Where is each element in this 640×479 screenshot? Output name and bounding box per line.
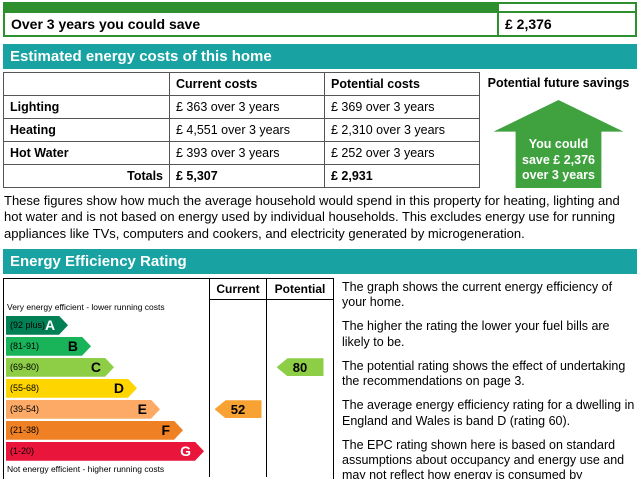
table-row-hot-water: Hot Water £ 393 over 3 years £ 252 over … — [3, 141, 480, 165]
chart-header-row: Current Potential — [4, 278, 333, 300]
clipped-value-cell: £ — [497, 4, 635, 11]
row-label-lighting: Lighting — [3, 95, 170, 119]
band-c: (69-80) C — [6, 358, 114, 377]
rating-note: The graph shows the current energy effic… — [342, 279, 613, 309]
band-e: (39-54) E — [6, 400, 160, 419]
potential-future-savings-column: Potential future savings You could save … — [480, 72, 637, 188]
savings-summary-value: £ 2,376 — [497, 13, 635, 35]
band-letter: B — [67, 338, 78, 355]
heating-potential-cost: £ 2,310 over 3 years — [324, 118, 480, 142]
band-letter: F — [161, 422, 170, 439]
band-b: (81-91) B — [6, 337, 91, 356]
rating-note: The higher the rating the lower your fue… — [342, 319, 610, 349]
totals-potential-cost: £ 2,931 — [324, 164, 480, 188]
col-header-future-savings: Potential future savings — [487, 76, 630, 90]
rating-note: The EPC rating shown here is based on st… — [342, 437, 625, 479]
band-letter: C — [90, 359, 101, 376]
chart-top-note: Very energy efficient - lower running co… — [7, 302, 165, 313]
table-row-lighting: Lighting £ 363 over 3 years £ 369 over 3… — [3, 95, 480, 119]
band-d: (55-68) D — [6, 379, 137, 398]
band-row-g: (1-20) G — [4, 440, 333, 462]
band-range: (21-38) — [10, 425, 40, 436]
band-letter: D — [113, 380, 124, 397]
chart-top-note-row: Very energy efficient - lower running co… — [4, 299, 333, 315]
current-rating-marker: 52 — [214, 400, 262, 419]
band-g: (1-20) G — [6, 442, 204, 461]
potential-rating-marker: 80 — [276, 358, 324, 377]
epc-rating-chart: Current Potential Very energy efficient … — [3, 277, 334, 479]
band-range: (69-80) — [10, 362, 40, 373]
energy-costs-section: Current costs Potential costs Lighting £… — [3, 72, 637, 188]
band-f: (21-38) F — [6, 421, 183, 440]
band-range: (92 plus) — [10, 320, 46, 331]
clipped-green-bar — [5, 4, 497, 11]
heating-current-cost: £ 4,551 over 3 years — [169, 118, 325, 142]
potential-column — [266, 461, 333, 477]
band-row-b: (81-91) B — [4, 335, 333, 357]
efficiency-rating-section: Current Potential Very energy efficient … — [3, 277, 637, 479]
band-a: (92 plus) A — [6, 316, 68, 335]
totals-current-cost: £ 5,307 — [169, 164, 325, 188]
lighting-potential-cost: £ 369 over 3 years — [324, 95, 480, 119]
section-header-efficiency-rating: Energy Efficiency Rating — [3, 248, 637, 274]
band-row-a: (92 plus) A — [4, 314, 333, 336]
band-row-e: (39-54) E 52 — [4, 398, 333, 420]
band-letter: A — [45, 317, 56, 334]
savings-summary-row: Over 3 years you could save £ 2,376 — [3, 11, 637, 37]
table-row-heating: Heating £ 4,551 over 3 years £ 2,310 ove… — [3, 118, 480, 142]
band-range: (1-20) — [10, 446, 35, 457]
current-column — [209, 299, 266, 315]
band-range: (39-54) — [10, 404, 40, 415]
band-letter: G — [180, 443, 191, 460]
chart-col-header-potential: Potential — [266, 278, 333, 300]
band-row-c: (69-80) C 80 — [4, 356, 333, 378]
current-column — [209, 461, 266, 477]
clipped-summary-row: £ — [3, 2, 637, 11]
savings-callout-line: over 3 years — [522, 167, 595, 182]
rating-explanation-notes: The graph shows the current energy effic… — [334, 278, 637, 479]
rating-note: The average energy efficiency rating for… — [342, 398, 635, 428]
table-row-totals: Totals £ 5,307 £ 2,931 — [3, 164, 480, 188]
totals-label: Totals — [3, 164, 170, 188]
clipped-value-fragment: £ — [499, 4, 635, 7]
band-range: (81-91) — [10, 341, 40, 352]
rating-note: The potential rating shows the effect of… — [342, 358, 626, 388]
savings-callout-arrow-icon: You could save £ 2,376 over 3 years — [493, 100, 624, 188]
section-header-energy-costs: Estimated energy costs of this home — [3, 44, 637, 69]
savings-callout-line: save £ 2,376 — [522, 152, 595, 167]
col-header-current-costs: Current costs — [169, 72, 325, 96]
energy-costs-disclaimer: These figures show how much the average … — [4, 193, 620, 241]
chart-col-header-current: Current — [209, 278, 266, 300]
savings-callout-line: You could — [528, 137, 589, 152]
lighting-current-cost: £ 363 over 3 years — [169, 95, 325, 119]
hot-water-current-cost: £ 393 over 3 years — [169, 141, 325, 165]
chart-bottom-note-row: Not energy efficient - higher running co… — [4, 461, 333, 477]
band-row-d: (55-68) D — [4, 377, 333, 399]
band-letter: E — [137, 401, 147, 418]
col-header-potential-costs: Potential costs — [324, 72, 480, 96]
savings-summary-label: Over 3 years you could save — [11, 16, 201, 32]
potential-column — [266, 299, 333, 315]
band-range: (55-68) — [10, 383, 40, 394]
empty-header-cell — [3, 72, 170, 96]
hot-water-potential-cost: £ 252 over 3 years — [324, 141, 480, 165]
row-label-heating: Heating — [3, 118, 170, 142]
energy-costs-table: Current costs Potential costs Lighting £… — [3, 72, 480, 188]
chart-bottom-note: Not energy efficient - higher running co… — [7, 464, 165, 475]
table-header-row: Current costs Potential costs — [3, 72, 480, 96]
band-row-f: (21-38) F — [4, 419, 333, 441]
row-label-hot-water: Hot Water — [3, 141, 170, 165]
